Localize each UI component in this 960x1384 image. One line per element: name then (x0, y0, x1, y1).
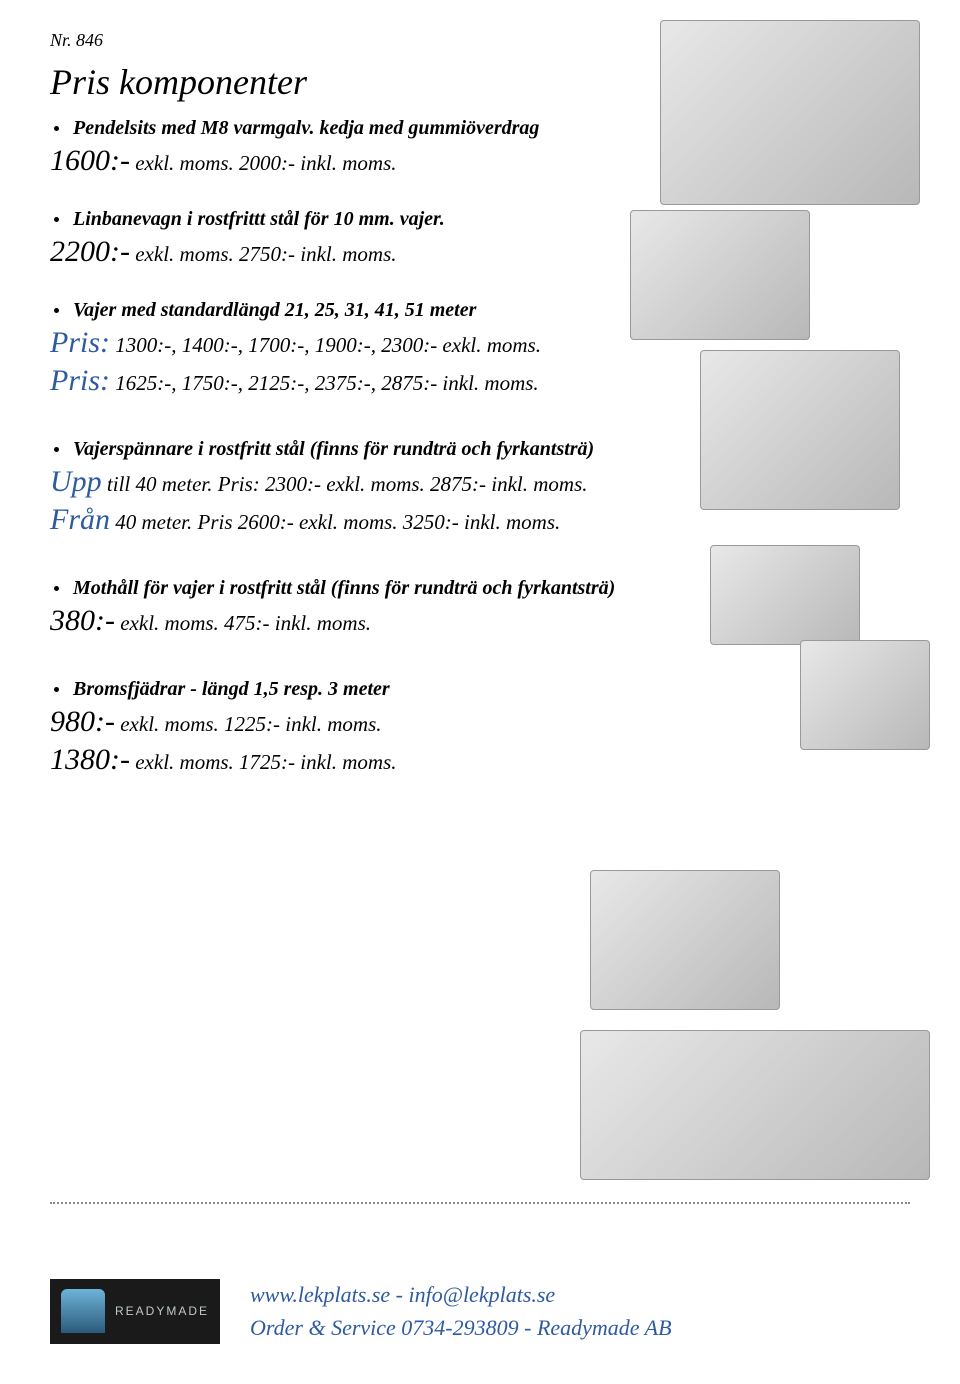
product-image-mothall (590, 870, 780, 1010)
price-excl: 380:- (50, 604, 115, 637)
page-title: Pris komponenter (50, 61, 650, 103)
bullet-icon (54, 126, 59, 131)
price-item: Mothåll för vajer i rostfritt stål (finn… (50, 577, 650, 638)
price-excl: 2200:- (50, 235, 130, 268)
item-name: Linbanevagn i rostfrittt stål för 10 mm.… (73, 208, 445, 231)
bullet-icon (54, 687, 59, 692)
price-excl: 1380:- (50, 743, 130, 776)
price-item: Vajerspännare i rostfritt stål (finns fö… (50, 438, 650, 537)
pris-label: Pris: (50, 326, 110, 359)
footer: READYMADE www.lekplats.se - info@lekplat… (50, 1278, 910, 1344)
price-detail: exkl. moms. 2000:- inkl. moms. (130, 151, 397, 175)
price-detail: exkl. moms. 1725:- inkl. moms. (130, 750, 397, 774)
product-image-linbanevagn (630, 210, 810, 340)
page-number: Nr. 846 (50, 30, 650, 51)
footer-contact: www.lekplats.se - info@lekplats.se Order… (250, 1278, 672, 1344)
item-name: Bromsfjädrar - längd 1,5 resp. 3 meter (73, 678, 390, 701)
footer-email[interactable]: info@lekplats.se (408, 1282, 555, 1307)
item-name: Mothåll för vajer i rostfritt stål (finn… (73, 577, 615, 600)
logo-icon (61, 1289, 105, 1333)
range-label: Upp (50, 465, 102, 498)
price-detail: exkl. moms. 475:- inkl. moms. (115, 611, 371, 635)
item-name: Pendelsits med M8 varmgalv. kedja med gu… (73, 117, 539, 140)
price-detail: 1300:-, 1400:-, 1700:-, 1900:-, 2300:- e… (110, 333, 541, 357)
price-excl: 980:- (50, 705, 115, 738)
price-item: Vajer med standardlängd 21, 25, 31, 41, … (50, 299, 650, 398)
footer-sep: - (390, 1282, 408, 1307)
price-item: Pendelsits med M8 varmgalv. kedja med gu… (50, 117, 650, 178)
price-item: Bromsfjädrar - längd 1,5 resp. 3 meter 9… (50, 678, 650, 777)
divider (50, 1202, 910, 1204)
item-name: Vajerspännare i rostfritt stål (finns fö… (73, 438, 594, 461)
price-detail: till 40 meter. Pris: 2300:- exkl. moms. … (102, 472, 588, 496)
price-excl: 1600:- (50, 144, 130, 177)
price-detail: 1625:-, 1750:-, 2125:-, 2375:-, 2875:- i… (110, 371, 539, 395)
logo-text: READYMADE (115, 1304, 209, 1318)
item-name: Vajer med standardlängd 21, 25, 31, 41, … (73, 299, 476, 322)
price-detail: 40 meter. Pris 2600:- exkl. moms. 3250:-… (110, 510, 560, 534)
range-label: Från (50, 503, 110, 536)
product-image-spannare-1 (710, 545, 860, 645)
pris-label: Pris: (50, 364, 110, 397)
logo: READYMADE (50, 1279, 220, 1344)
bullet-icon (54, 447, 59, 452)
bullet-icon (54, 217, 59, 222)
price-item: Linbanevagn i rostfrittt stål för 10 mm.… (50, 208, 650, 269)
footer-website[interactable]: www.lekplats.se (250, 1282, 390, 1307)
product-image-bromsfjadrar (580, 1030, 930, 1180)
product-image-spannare-2 (800, 640, 930, 750)
footer-order-line: Order & Service 0734-293809 - Readymade … (250, 1311, 672, 1344)
price-detail: exkl. moms. 2750:- inkl. moms. (130, 242, 397, 266)
price-detail: exkl. moms. 1225:- inkl. moms. (115, 712, 382, 736)
bullet-icon (54, 586, 59, 591)
product-image-vajer (700, 350, 900, 510)
bullet-icon (54, 308, 59, 313)
product-image-pendelsits (660, 20, 920, 205)
